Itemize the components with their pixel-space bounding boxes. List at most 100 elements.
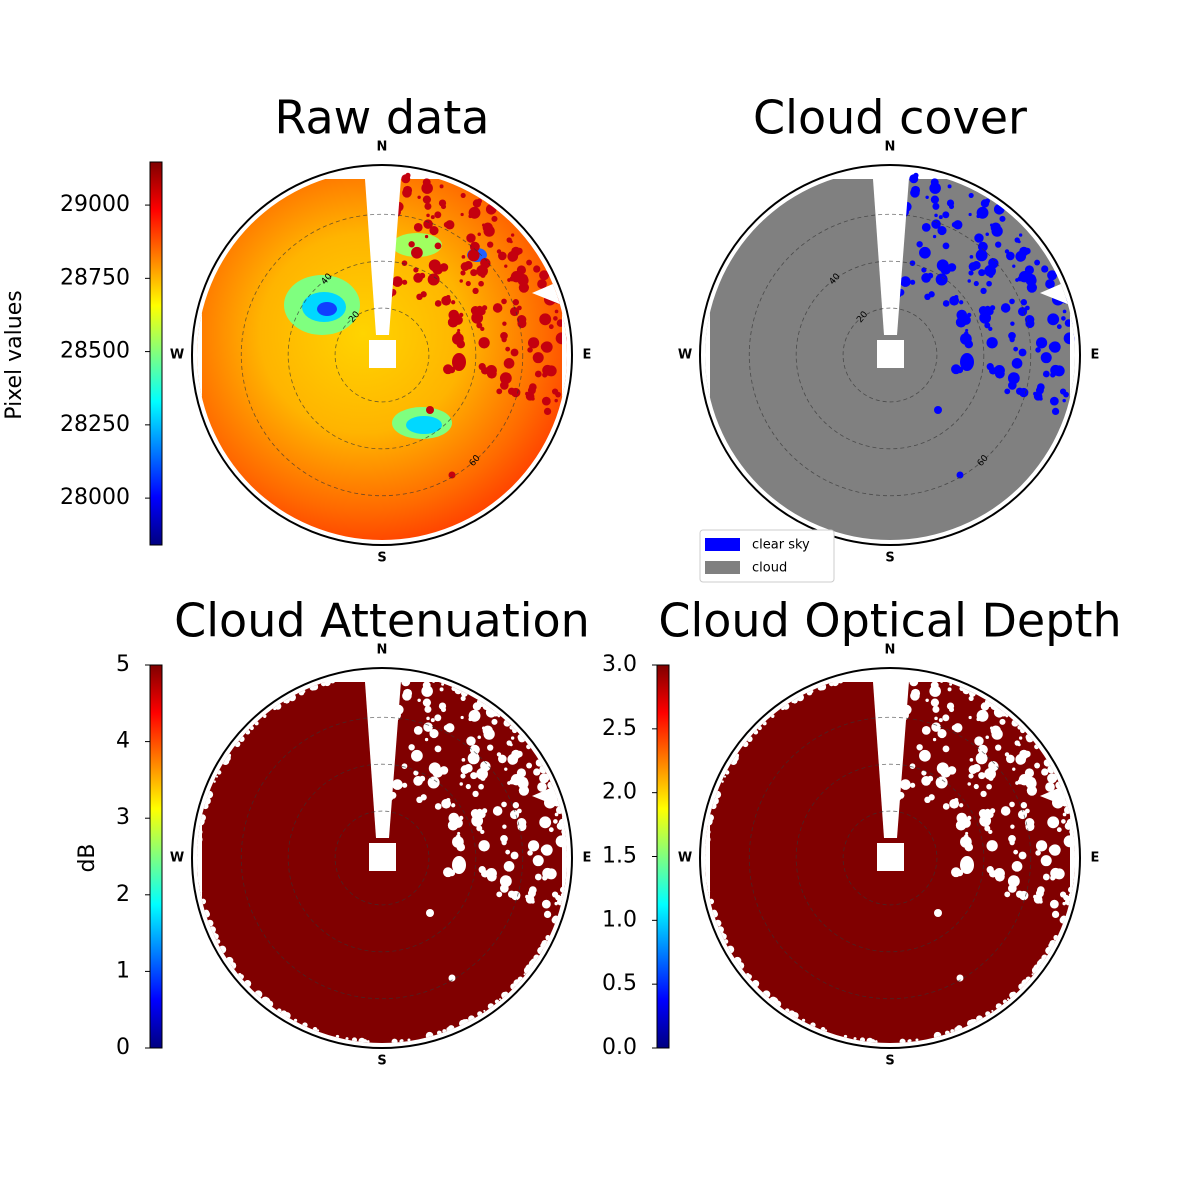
edge-speck — [205, 790, 214, 799]
edge-speck — [831, 678, 839, 687]
sky-spot — [965, 831, 969, 835]
edge-speck — [1060, 915, 1067, 922]
sky-spot — [528, 383, 537, 391]
sky-spot — [515, 750, 523, 758]
sky-spot — [994, 871, 1005, 882]
sky-spot — [1008, 884, 1017, 893]
sky-spot — [517, 275, 529, 286]
sky-spot — [527, 337, 540, 349]
range-ring — [748, 716, 1032, 1000]
sky-spot — [467, 249, 480, 262]
edge-speck — [968, 690, 976, 697]
side-mask — [562, 673, 567, 1043]
sky-spot — [931, 722, 941, 732]
sky-spot — [959, 300, 964, 305]
sky-spot — [1013, 346, 1019, 352]
sky-spot — [486, 871, 497, 882]
edge-speck — [1044, 955, 1047, 958]
sky-spot — [478, 866, 486, 874]
sky-spot — [500, 884, 509, 893]
edge-speck — [205, 798, 209, 803]
compass-label: W — [170, 348, 184, 363]
compass-label: N — [885, 643, 896, 658]
edge-speck — [1011, 719, 1019, 727]
edge-speck — [432, 679, 436, 683]
compass-label: S — [377, 1054, 386, 1069]
colorbar-label: dB — [75, 843, 100, 872]
sky-spot — [1004, 891, 1011, 898]
sky-spot — [532, 855, 544, 867]
sky-spot — [1010, 321, 1015, 326]
edge-speck — [720, 932, 725, 936]
sky-spot — [903, 781, 910, 788]
edge-speck — [950, 1029, 955, 1034]
edge-speck — [209, 926, 216, 934]
sky-spot — [417, 195, 421, 200]
range-ring — [240, 716, 524, 1000]
edge-speck — [862, 1038, 865, 1042]
sky-spot — [534, 873, 542, 881]
edge-speck — [962, 686, 970, 695]
sky-spot — [505, 346, 511, 352]
sky-spot — [422, 681, 431, 690]
sky-spot — [924, 293, 931, 301]
sky-spot — [492, 303, 503, 313]
sky-spot — [972, 763, 981, 773]
edge-speck — [447, 1025, 455, 1032]
colorbar-tick-label: 5 — [116, 652, 130, 677]
sky-spot — [426, 716, 430, 721]
edge-speck — [944, 1030, 950, 1036]
edge-speck — [976, 1015, 983, 1023]
sky-spot — [507, 781, 511, 785]
colorbar-tick-label: 4 — [116, 729, 130, 754]
sky-spot — [956, 309, 968, 321]
sky-spot — [1034, 259, 1041, 266]
sky-spot — [428, 762, 441, 775]
edge-speck — [552, 915, 559, 922]
sky-spot — [995, 241, 1002, 248]
edge-speck — [312, 1027, 318, 1032]
sky-spot — [921, 267, 927, 273]
sky-spot — [1018, 736, 1023, 740]
edge-speck — [1005, 714, 1009, 718]
edge-speck — [1034, 744, 1040, 750]
sky-spot — [434, 745, 442, 753]
edge-speck — [559, 895, 564, 901]
edge-speck — [478, 1012, 482, 1015]
sky-spot — [968, 773, 974, 779]
side-mask — [197, 170, 202, 540]
sky-spot — [942, 745, 950, 753]
sky-spot — [949, 295, 960, 306]
sky-spot — [501, 839, 507, 846]
sky-spot — [1013, 849, 1019, 855]
sky-spot — [451, 803, 456, 808]
panel-title: Raw data — [275, 91, 490, 145]
edge-speck — [820, 1027, 826, 1032]
sky-spot — [441, 798, 452, 809]
sky-spot — [942, 300, 950, 307]
edge-speck — [923, 674, 930, 681]
sky-spot — [1015, 387, 1024, 395]
sky-spot — [1006, 754, 1015, 764]
edge-speck — [746, 736, 753, 742]
edge-speck — [1064, 806, 1072, 814]
sky-spot — [910, 185, 921, 195]
sky-spot — [1020, 299, 1028, 306]
sky-spot — [440, 707, 447, 713]
sky-spot — [527, 850, 533, 856]
edge-speck — [801, 1018, 806, 1023]
sky-spot — [942, 803, 950, 810]
edge-speck — [454, 686, 462, 695]
sky-spot — [456, 834, 461, 839]
sky-spot — [1041, 768, 1049, 776]
side-mask — [705, 673, 710, 1043]
sky-spot — [964, 331, 969, 336]
edge-speck — [708, 898, 715, 905]
sky-spot — [986, 337, 998, 349]
sky-spot — [960, 333, 972, 345]
sky-image — [197, 170, 567, 540]
sky-spot — [984, 768, 996, 780]
edge-speck — [244, 980, 252, 988]
edge-speck — [853, 1037, 857, 1041]
sky-spot — [1035, 840, 1048, 852]
